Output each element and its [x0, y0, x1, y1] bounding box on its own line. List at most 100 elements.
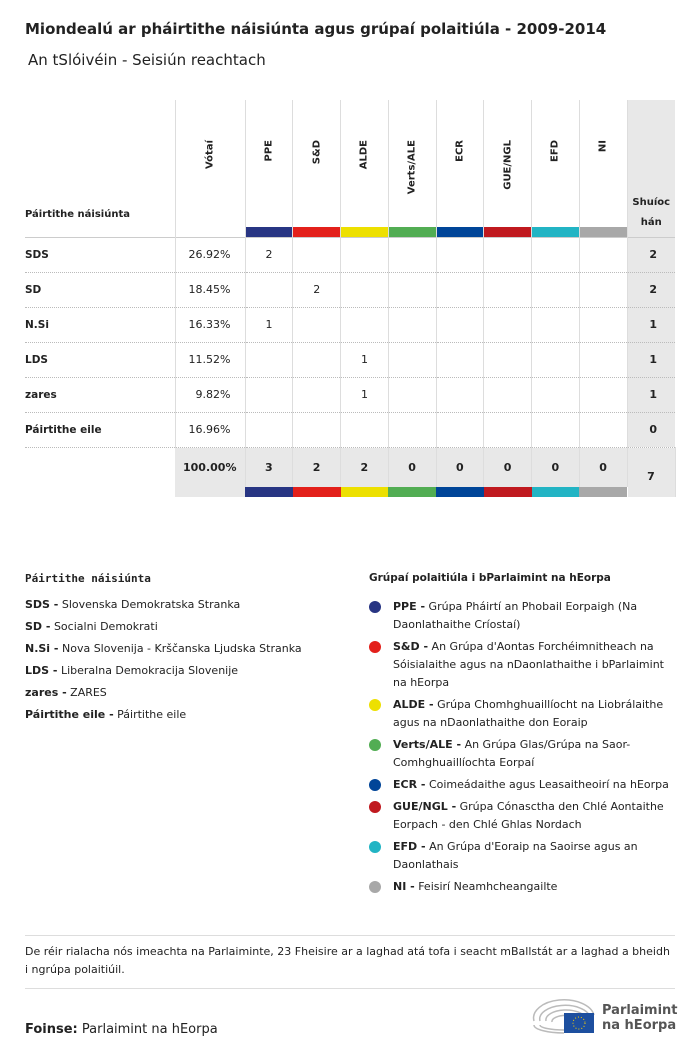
- group-color-dot: [369, 699, 381, 711]
- group-seats: 1: [340, 342, 389, 378]
- group-seats: [579, 342, 628, 378]
- group-seats: [388, 236, 437, 273]
- group-total: 0: [483, 447, 532, 487]
- group-color-dot: [369, 641, 381, 653]
- blank: [25, 447, 175, 487]
- seats-total: 1: [627, 307, 675, 343]
- national-legend-item: SD - Socialni Demokrati: [25, 620, 158, 633]
- group-seats: [245, 412, 294, 448]
- group-header-7: NI: [579, 100, 628, 237]
- table-row: SD 18.45% 2 2: [25, 272, 675, 308]
- group-seats: [292, 412, 341, 448]
- page-title: Miondealú ar pháirtithe náisiúnta agus g…: [25, 20, 607, 38]
- group-color-dot: [369, 779, 381, 791]
- group-color-bar: [341, 226, 388, 237]
- group-seats: [579, 307, 628, 343]
- seats-table: Páirtithe náisiúnta Vótaí PPE S&D ALDE Vert…: [25, 100, 676, 497]
- group-seats: [436, 236, 485, 273]
- party-name: N.Si: [25, 307, 176, 343]
- group-seats: [388, 412, 437, 448]
- group-color-bar: [245, 487, 293, 497]
- table-row: N.Si 16.33% 1 1: [25, 307, 675, 343]
- group-header-6: EFD: [531, 100, 580, 237]
- group-seats: [292, 236, 341, 273]
- parliament-logo: [532, 999, 595, 1034]
- group-color-bar: [292, 487, 341, 497]
- votes: 16.33%: [175, 307, 246, 343]
- totals-row: 100.00% 3 2 2 0 0 0 0 0 7: [25, 447, 676, 497]
- national-legend-item: LDS - Liberalna Demokracija Slovenije: [25, 664, 239, 677]
- group-color-bar: [532, 226, 579, 237]
- votes: 26.92%: [175, 236, 246, 273]
- votes: 18.45%: [175, 272, 246, 308]
- seats-grand-total: 7: [627, 447, 676, 497]
- group-total: 2: [340, 447, 389, 487]
- party-name: SD: [25, 272, 176, 308]
- group-seats: 1: [245, 307, 294, 343]
- group-seats: [579, 272, 628, 308]
- group-legend-item: ALDE - Grúpa Chomhghuaillíocht na Liobrá…: [369, 696, 673, 732]
- group-total: 3: [245, 447, 294, 487]
- national-legend-title: Páirtithe náisiúnta: [25, 572, 151, 585]
- table-row: LDS 11.52% 1 1: [25, 342, 675, 378]
- votes: 16.96%: [175, 412, 246, 448]
- national-legend-item: Páirtithe eile - Páirtithe eile: [25, 708, 187, 721]
- group-seats: [245, 272, 294, 308]
- group-color-dot: [369, 739, 381, 751]
- group-seats: [483, 342, 532, 378]
- seats-total: 2: [627, 272, 675, 308]
- group-color-bar: [483, 487, 532, 497]
- votes-total: 100.00%: [175, 447, 246, 487]
- group-seats: [483, 272, 532, 308]
- group-color-bar: [531, 487, 580, 497]
- group-header-4: ECR: [436, 100, 485, 237]
- group-color-bar: [293, 226, 340, 237]
- group-seats: [292, 307, 341, 343]
- group-seats: [483, 236, 532, 273]
- group-color-dot: [369, 601, 381, 613]
- party-name: zares: [25, 377, 176, 413]
- footnote: De réir rialacha nós imeachta na Parlaim…: [25, 945, 670, 976]
- group-color-dot: [369, 801, 381, 813]
- group-seats: 2: [245, 236, 294, 273]
- group-seats: [531, 236, 580, 273]
- group-legend-item: EFD - An Grúpa d'Eoraip na Saoirse agus …: [369, 838, 673, 874]
- group-color-bar: [388, 226, 436, 237]
- party-header: Páirtithe náisiúnta: [25, 100, 176, 237]
- divider: [25, 988, 675, 989]
- group-total: 2: [292, 447, 341, 487]
- seats-total: 1: [627, 377, 675, 413]
- group-color-bar: [340, 487, 389, 497]
- group-seats: [245, 342, 294, 378]
- group-header-3: Verts/ALE: [388, 100, 437, 237]
- group-seats: [436, 377, 485, 413]
- group-seats: [531, 412, 580, 448]
- group-header-2: ALDE: [340, 100, 389, 237]
- group-color-bar: [436, 487, 484, 497]
- seats-total: 0: [627, 412, 675, 448]
- logo-text: Parlaimint na hEorpa: [602, 1003, 678, 1033]
- group-color-dot: [369, 841, 381, 853]
- group-total: 0: [531, 447, 580, 487]
- seats-total: 1: [627, 342, 675, 378]
- party-name: SDS: [25, 236, 176, 273]
- group-header-5: GUE/NGL: [483, 100, 532, 237]
- group-seats: [436, 342, 485, 378]
- divider: [25, 935, 675, 936]
- seats-total: 2: [627, 236, 675, 273]
- table-row: zares 9.82% 1 1: [25, 377, 675, 413]
- group-seats: [388, 307, 437, 343]
- group-seats: [340, 236, 389, 273]
- group-color-bar: [245, 226, 293, 237]
- group-color-bar: [388, 487, 436, 497]
- group-seats: [483, 412, 532, 448]
- group-seats: [531, 377, 580, 413]
- group-seats: [436, 412, 485, 448]
- group-seats: 2: [292, 272, 341, 308]
- group-color-bar: [484, 226, 531, 237]
- group-seats: [579, 236, 628, 273]
- group-seats: [340, 307, 389, 343]
- groups-legend-title: Grúpaí polaitiúla i bParlaimint na hEorp…: [369, 572, 611, 584]
- group-total: 0: [388, 447, 437, 487]
- group-seats: [483, 307, 532, 343]
